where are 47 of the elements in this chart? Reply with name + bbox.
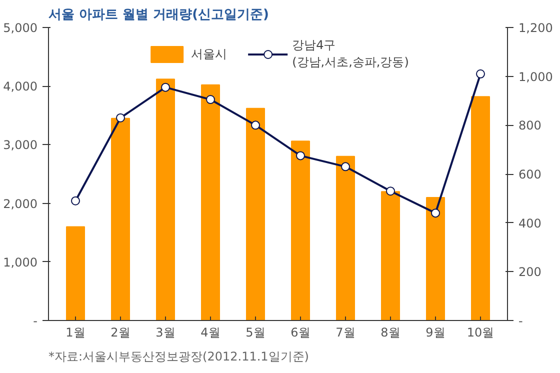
point [161,82,170,92]
bar [291,140,310,320]
point [206,95,215,104]
chart-title: 서울 아파트 월별 거래량(신고일기준) [48,8,269,22]
text: *자료:서울시부동산정보광장(2012.11.1일기준) [48,350,309,364]
bar [66,226,85,320]
y-tick-label: 3,000 [3,138,38,152]
y2-tick-label: 800 [518,118,542,133]
bar [111,118,130,320]
point [71,196,80,206]
x-tick-label: 9월 [426,326,446,340]
y-tick-label: - [33,314,38,328]
x-tick-label: 2월 [110,326,130,340]
bar [336,156,355,320]
point [476,69,485,78]
x-tick-label: 4월 [200,326,220,340]
y-tick-label: 1,000 [3,255,38,270]
y2-tick-label: 600 [518,168,542,182]
y2-tick-label: 400 [518,216,542,230]
bar [381,191,400,320]
y-tick-label: 2,000 [3,196,38,211]
point [116,113,125,122]
bar [201,84,220,320]
legend-label: 강남4구 (강남,서초,송파,강동) [292,37,409,71]
bar [156,78,175,320]
x-tick-label: 1월 [66,326,86,340]
point [431,208,440,218]
point [251,120,260,130]
x-tick-label: 10월 [466,326,494,340]
y2-tick-label: - [518,314,523,328]
x-tick-label: 6월 [290,326,310,340]
y-tick-label: 5,000 [3,21,38,35]
point [341,162,350,172]
y-tick-label: 4,000 [3,80,38,94]
y2-tick-label: 1,000 [518,70,553,84]
point [296,151,305,160]
legend-label: 서울시 [191,46,228,62]
x-tick-label: 5월 [246,326,266,340]
x-tick-label: 3월 [156,326,176,340]
point [386,186,395,196]
y2-tick-label: 1,200 [518,21,553,35]
bar [426,196,445,320]
x-tick-label: 8월 [380,326,400,340]
bar [471,96,490,320]
x-tick-label: 7월 [336,326,356,340]
bar [246,108,265,320]
y2-tick-label: 200 [518,265,542,280]
